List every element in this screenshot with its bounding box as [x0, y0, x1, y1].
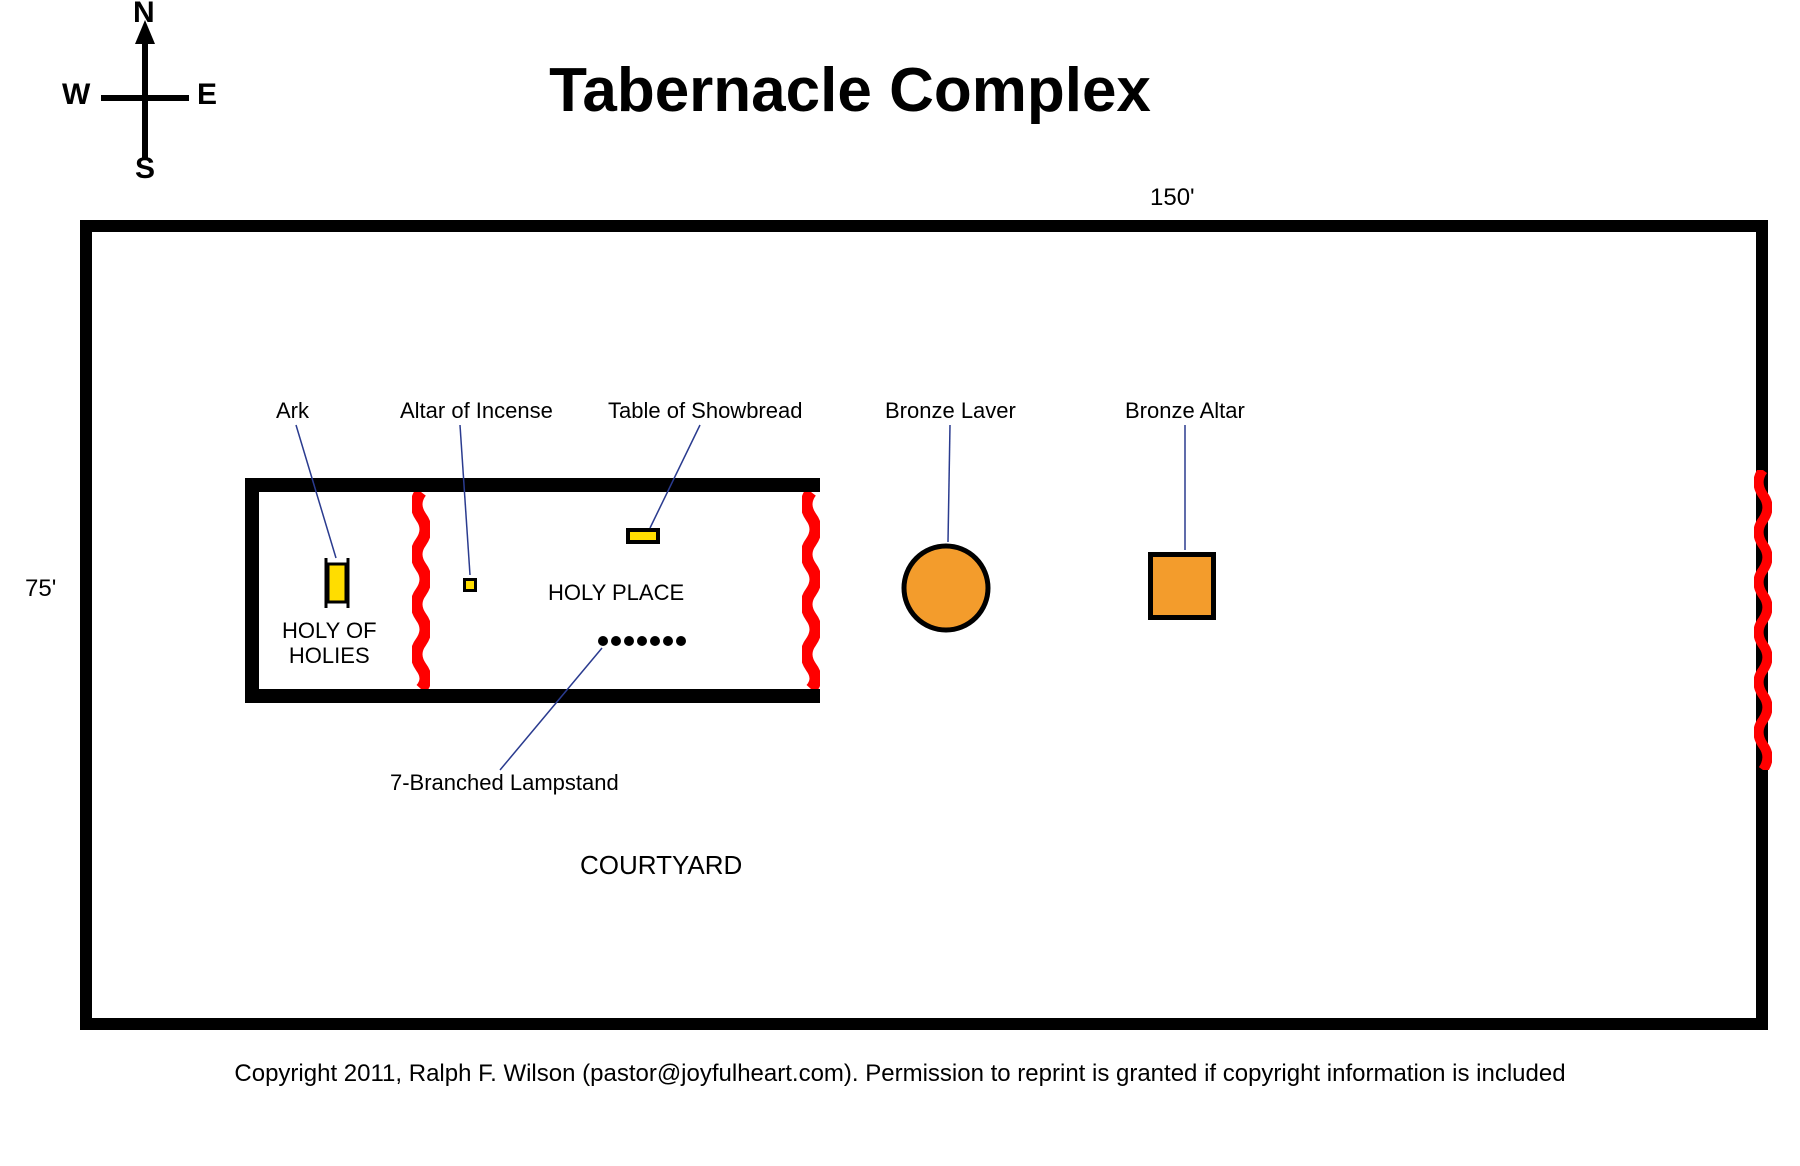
callout-lines [0, 0, 1800, 1166]
bronze-laver-label: Bronze Laver [885, 398, 1016, 424]
ark-label: Ark [276, 398, 309, 424]
altar-incense-label: Altar of Incense [400, 398, 553, 424]
diagram-canvas: N S E W Tabernacle Complex 150' 75' [0, 0, 1800, 1166]
bronze-altar-label: Bronze Altar [1125, 398, 1245, 424]
copyright-text: Copyright 2011, Ralph F. Wilson (pastor@… [100, 1060, 1700, 1088]
table-showbread-label: Table of Showbread [608, 398, 802, 424]
holy-place-label: HOLY PLACE [548, 580, 684, 606]
courtyard-label: COURTYARD [580, 850, 742, 881]
holy-of-holies-label: HOLY OF HOLIES [282, 618, 377, 669]
lampstand-label: 7-Branched Lampstand [390, 770, 619, 796]
